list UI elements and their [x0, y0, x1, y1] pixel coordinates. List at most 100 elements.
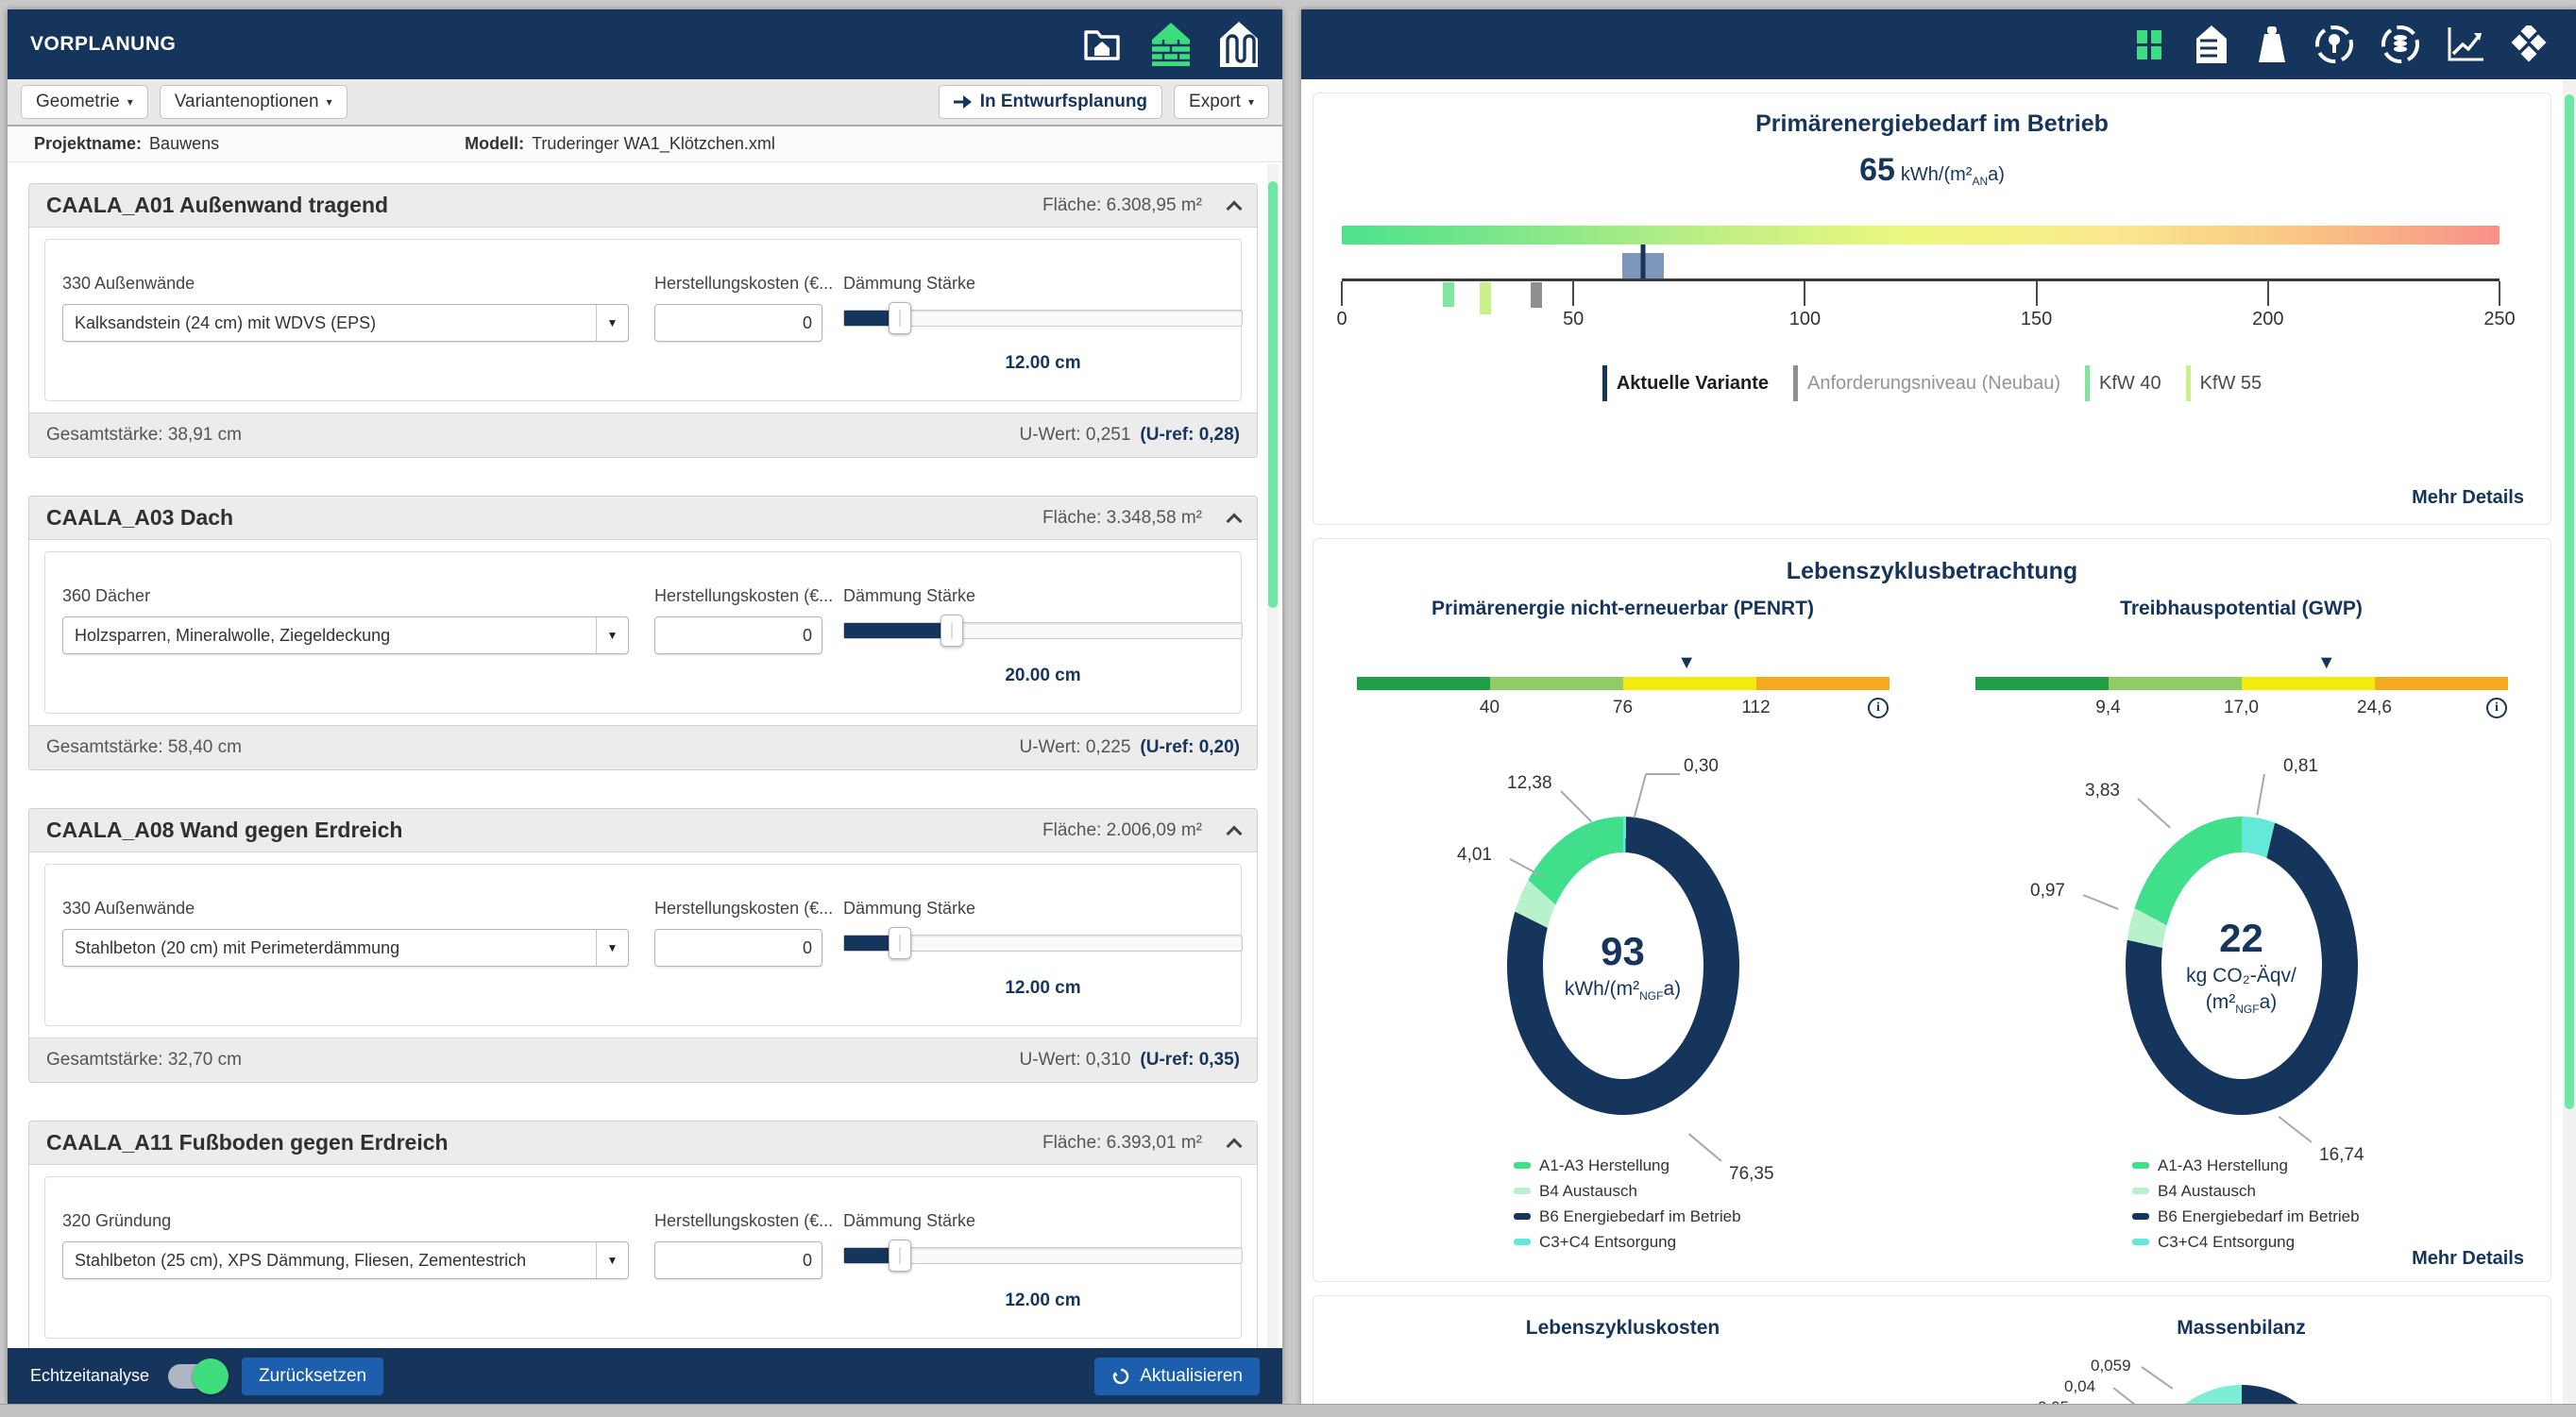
gauge-axis: 0 50 100 150 200 250 — [1336, 245, 2516, 329]
cost-input[interactable] — [654, 616, 822, 654]
legend-label: C3+C4 Entsorgung — [2158, 1232, 2296, 1251]
page-title: VORPLANUNG — [30, 33, 177, 55]
penrt-donut-center: 93 kWh/(m²NGFa) — [1564, 928, 1682, 1004]
weight-icon[interactable] — [2255, 25, 2289, 64]
insulation-slider[interactable] — [843, 302, 1243, 334]
collapse-chevron-icon[interactable] — [1226, 1138, 1243, 1154]
cost-label: Herstellungskosten (€... — [654, 1211, 834, 1230]
right-scrollbar-thumb[interactable] — [2565, 94, 2574, 1109]
material-select[interactable]: Stahlbeton (20 cm) mit Perimeterdämmung … — [62, 929, 629, 967]
geometrie-label: Geometrie — [36, 92, 120, 111]
select-arrow-icon: ▼ — [596, 930, 628, 966]
cost-label: Herstellungskosten (€... — [654, 899, 834, 918]
material-value: Stahlbeton (20 cm) mit Perimeterdämmung — [75, 937, 400, 957]
gwp-column: Treibhauspotential (GWP) ▼ 9,4 17,0 24,6… — [1932, 598, 2551, 1283]
lifecycle-title: Lebenszyklusbetrachtung — [1786, 558, 2078, 584]
cost-input[interactable] — [654, 304, 822, 342]
pie-callout: 0,05 — [2038, 1398, 2070, 1408]
toggle-knob[interactable] — [193, 1358, 229, 1394]
geometrie-button[interactable]: Geometrie ▾ — [21, 85, 148, 119]
left-scrollbar[interactable] — [1267, 164, 1279, 1348]
cost-input[interactable] — [654, 929, 822, 967]
lifecycle-tree-icon[interactable] — [2313, 24, 2355, 65]
u-ref: (U-ref: 0,20) — [1140, 737, 1240, 757]
slider-handle[interactable] — [888, 1240, 911, 1272]
in-entwurfsplanung-button[interactable]: In Entwurfsplanung — [938, 85, 1163, 119]
material-select[interactable]: Kalksandstein (24 cm) mit WDVS (EPS) ▼ — [62, 304, 629, 342]
lifecycle-cost-icon[interactable] — [2380, 24, 2421, 65]
donut-callout: 12,38 — [1507, 773, 1552, 793]
insulation-slider[interactable] — [843, 615, 1243, 647]
massenbilanz-column: Massenbilanz 0,059 0,04 0,05 — [1932, 1296, 2551, 1408]
collapse-chevron-icon[interactable] — [1226, 513, 1243, 529]
export-button[interactable]: Export ▾ — [1174, 85, 1269, 119]
donut-callout: 0,81 — [2283, 756, 2318, 776]
kfw55-marker — [1480, 282, 1492, 314]
grid-icon[interactable] — [2130, 25, 2168, 63]
entwurf-label: In Entwurfsplanung — [979, 92, 1148, 111]
vorplanung-window: VORPLANUNG — [8, 9, 1282, 1404]
card-footer: Gesamtstärke: 38,91 cm U-Wert: 0,251 (U-… — [29, 413, 1257, 457]
total-thickness: Gesamtstärke: 58,40 cm — [46, 737, 242, 757]
gauge-title: Primärenergiebedarf im Betrieb — [1755, 110, 2109, 137]
penrt-scale: ▼ 40 76 112 i — [1356, 652, 1890, 730]
mehr-details-link[interactable]: Mehr Details — [2412, 487, 2524, 508]
insulation-value: 12.00 cm — [1005, 1290, 1081, 1310]
cost-label: Herstellungskosten (€... — [654, 586, 834, 605]
material-select[interactable]: Holzsparren, Mineralwolle, Ziegeldeckung… — [62, 616, 629, 654]
lcc-title: Lebenszykluskosten — [1525, 1317, 1720, 1339]
primary-energy-card: Primärenergiebedarf im Betrieb 65 kWh/(m²… — [1313, 93, 2551, 525]
building-layers-icon[interactable] — [2193, 24, 2230, 65]
slider-handle[interactable] — [888, 927, 911, 959]
component-area: Fläche: 6.393,01 m² — [1042, 1132, 1202, 1153]
refresh-icon — [1112, 1368, 1129, 1384]
insulation-slider[interactable] — [843, 927, 1243, 959]
project-folder-icon[interactable] — [1080, 23, 1124, 66]
variantenoptionen-button[interactable]: Variantenoptionen ▾ — [159, 85, 347, 119]
component-list: CAALA_A01 Außenwand tragend Fläche: 6.30… — [8, 164, 1282, 1348]
bottom-scrollbar[interactable] — [0, 1404, 2576, 1417]
material-select[interactable]: Stahlbeton (25 cm), XPS Dämmung, Fliesen… — [62, 1241, 629, 1279]
collapse-chevron-icon[interactable] — [1226, 200, 1243, 216]
mehr-details-link[interactable]: Mehr Details — [2412, 1248, 2524, 1269]
scale-label: 40 — [1479, 698, 1500, 717]
slider-handle[interactable] — [888, 302, 911, 334]
card-header[interactable]: CAALA_A03 Dach Fläche: 3.348,58 m² — [29, 497, 1257, 540]
slider-handle[interactable] — [940, 615, 963, 647]
info-icon[interactable]: i — [1867, 698, 1889, 718]
insulation-label: Dämmung Stärke — [843, 274, 976, 293]
component-title: CAALA_A08 Wand gegen Erdreich — [46, 818, 403, 842]
component-card-a01: CAALA_A01 Außenwand tragend Fläche: 6.30… — [28, 183, 1258, 458]
card-header[interactable]: CAALA_A08 Wand gegen Erdreich Fläche: 2.… — [29, 809, 1257, 852]
left-footer-bar: Echtzeitanalyse Zurücksetzen Aktualisier… — [8, 1348, 1282, 1404]
tiles-icon[interactable] — [2510, 25, 2551, 63]
component-card-a11: CAALA_A11 Fußboden gegen Erdreich Fläche… — [28, 1121, 1258, 1348]
collapse-chevron-icon[interactable] — [1226, 825, 1243, 841]
u-ref: (U-ref: 0,35) — [1140, 1050, 1240, 1070]
component-title: CAALA_A11 Fußboden gegen Erdreich — [46, 1130, 449, 1155]
card-footer: Gesamtstärke: 58,40 cm U-Wert: 0,225 (U-… — [29, 725, 1257, 769]
echtzeitanalyse-toggle[interactable] — [168, 1358, 229, 1394]
building-heating-icon[interactable] — [1218, 20, 1260, 69]
right-scrollbar[interactable] — [2563, 79, 2576, 1408]
legend-label: KfW 40 — [2098, 372, 2161, 394]
insulation-slider[interactable] — [843, 1240, 1243, 1272]
left-scrollbar-thumb[interactable] — [1268, 181, 1278, 608]
tick-label: 100 — [1788, 309, 1822, 329]
tick-label: 250 — [2483, 309, 2516, 329]
component-area: Fläche: 3.348,58 m² — [1042, 507, 1202, 528]
left-toolbar: Geometrie ▾ Variantenoptionen ▾ In Entwu… — [8, 79, 1282, 127]
cost-input[interactable] — [654, 1241, 822, 1279]
info-icon[interactable]: i — [2485, 698, 2507, 718]
chart-line-icon[interactable] — [2446, 25, 2485, 63]
zuruecksetzen-button[interactable]: Zurücksetzen — [242, 1357, 384, 1395]
card-header[interactable]: CAALA_A11 Fußboden gegen Erdreich Fläche… — [29, 1122, 1257, 1165]
total-thickness: Gesamtstärke: 38,91 cm — [46, 425, 242, 445]
building-bricks-icon[interactable] — [1150, 21, 1192, 68]
aktualisieren-button[interactable]: Aktualisieren — [1094, 1357, 1260, 1395]
card-header[interactable]: CAALA_A01 Außenwand tragend Fläche: 6.30… — [29, 184, 1257, 228]
scale-label: 76 — [1612, 698, 1634, 717]
penrt-donut: 93 kWh/(m²NGFa) — [1506, 817, 1739, 1115]
tick-label: 200 — [2252, 309, 2284, 329]
penrt-title: Primärenergie nicht-erneuerbar (PENRT) — [1432, 598, 1814, 619]
